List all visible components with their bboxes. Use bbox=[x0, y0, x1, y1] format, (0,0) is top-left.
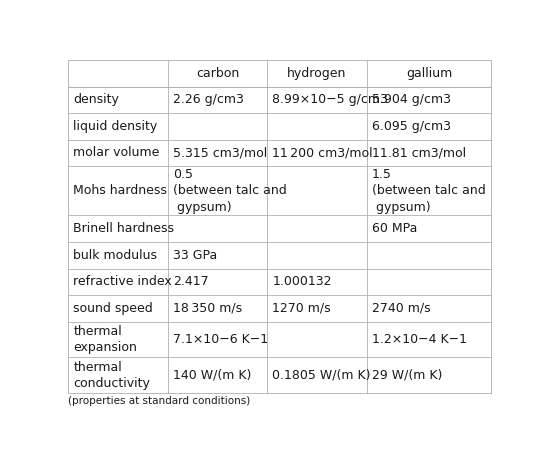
Text: 8.99×10−5 g/cm3: 8.99×10−5 g/cm3 bbox=[272, 93, 388, 106]
Text: 29 W/(m K): 29 W/(m K) bbox=[372, 369, 442, 382]
Text: 11.81 cm3/mol: 11.81 cm3/mol bbox=[372, 147, 466, 160]
Text: bulk modulus: bulk modulus bbox=[73, 249, 157, 262]
Text: 1.5
(between talc and
 gypsum): 1.5 (between talc and gypsum) bbox=[372, 168, 485, 214]
Text: thermal
expansion: thermal expansion bbox=[73, 325, 137, 354]
Text: 0.1805 W/(m K): 0.1805 W/(m K) bbox=[272, 369, 371, 382]
Text: molar volume: molar volume bbox=[73, 147, 159, 160]
Text: thermal
conductivity: thermal conductivity bbox=[73, 361, 150, 390]
Text: 0.5
(between talc and
 gypsum): 0.5 (between talc and gypsum) bbox=[173, 168, 287, 214]
Text: 140 W/(m K): 140 W/(m K) bbox=[173, 369, 251, 382]
Text: liquid density: liquid density bbox=[73, 120, 158, 133]
Text: 7.1×10−6 K−1: 7.1×10−6 K−1 bbox=[173, 333, 268, 346]
Text: refractive index: refractive index bbox=[73, 276, 172, 288]
Text: 2.417: 2.417 bbox=[173, 276, 209, 288]
Text: gallium: gallium bbox=[406, 67, 452, 79]
Text: (properties at standard conditions): (properties at standard conditions) bbox=[68, 396, 251, 406]
Text: 18 350 m/s: 18 350 m/s bbox=[173, 302, 242, 315]
Text: hydrogen: hydrogen bbox=[287, 67, 347, 79]
Text: 33 GPa: 33 GPa bbox=[173, 249, 217, 262]
Text: 5.315 cm3/mol: 5.315 cm3/mol bbox=[173, 147, 267, 160]
Text: Brinell hardness: Brinell hardness bbox=[73, 222, 174, 235]
Text: 5.904 g/cm3: 5.904 g/cm3 bbox=[372, 93, 450, 106]
Text: 1270 m/s: 1270 m/s bbox=[272, 302, 331, 315]
Text: 11 200 cm3/mol: 11 200 cm3/mol bbox=[272, 147, 373, 160]
Text: 2740 m/s: 2740 m/s bbox=[372, 302, 430, 315]
Text: sound speed: sound speed bbox=[73, 302, 153, 315]
Text: Mohs hardness: Mohs hardness bbox=[73, 184, 167, 198]
Text: 1.000132: 1.000132 bbox=[272, 276, 332, 288]
Text: 1.2×10−4 K−1: 1.2×10−4 K−1 bbox=[372, 333, 467, 346]
Text: 6.095 g/cm3: 6.095 g/cm3 bbox=[372, 120, 450, 133]
Text: 2.26 g/cm3: 2.26 g/cm3 bbox=[173, 93, 244, 106]
Text: carbon: carbon bbox=[196, 67, 239, 79]
Text: 60 MPa: 60 MPa bbox=[372, 222, 417, 235]
Text: density: density bbox=[73, 93, 119, 106]
